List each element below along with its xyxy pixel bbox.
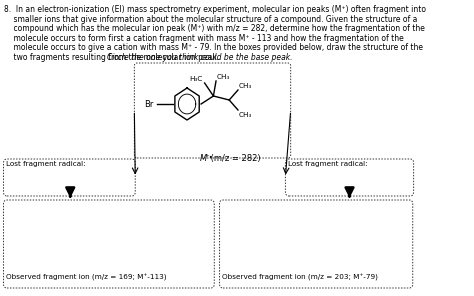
- Text: molecule occurs to form first a cation fragment with mass M⁺ - 113 and how the f: molecule occurs to form first a cation f…: [3, 33, 403, 43]
- Text: Observed fragment ion (m/z = 169; M⁺-113): Observed fragment ion (m/z = 169; M⁺-113…: [6, 274, 167, 281]
- Text: Br: Br: [144, 99, 154, 109]
- FancyBboxPatch shape: [285, 159, 414, 196]
- Text: Observed fragment ion (m/z = 203; M⁺-79): Observed fragment ion (m/z = 203; M⁺-79): [222, 274, 378, 281]
- Text: (m/z = 282): (m/z = 282): [208, 154, 261, 163]
- Text: 8.  In an electron-ionization (EI) mass spectrometry experiment, molecular ion p: 8. In an electron-ionization (EI) mass s…: [3, 5, 426, 14]
- Text: smaller ions that give information about the molecular structure of a compound. : smaller ions that give information about…: [3, 15, 417, 23]
- Text: molecule occurs to give a cation with mass M⁺ - 79. In the boxes provided below,: molecule occurs to give a cation with ma…: [3, 43, 422, 52]
- Text: two fragments resulting from the molecular ion peak.: two fragments resulting from the molecul…: [3, 52, 221, 62]
- Text: CH₃: CH₃: [217, 74, 230, 80]
- Text: Lost fragment radical:: Lost fragment radical:: [6, 161, 86, 167]
- Text: compound which has the molecular ion peak (M⁺) with m/z = 282, determine how the: compound which has the molecular ion pea…: [3, 24, 424, 33]
- Text: CH₃: CH₃: [239, 83, 252, 89]
- Text: Lost fragment radical:: Lost fragment radical:: [288, 161, 368, 167]
- Text: H₃C: H₃C: [190, 76, 203, 82]
- Text: ⁺•: ⁺•: [206, 155, 213, 161]
- FancyBboxPatch shape: [219, 200, 413, 288]
- Text: CH₃: CH₃: [239, 112, 252, 118]
- Text: M: M: [200, 154, 208, 163]
- FancyBboxPatch shape: [3, 159, 135, 196]
- FancyBboxPatch shape: [134, 63, 291, 158]
- Text: Circle the one you think could be the base peak.: Circle the one you think could be the ba…: [107, 52, 292, 62]
- FancyBboxPatch shape: [3, 200, 214, 288]
